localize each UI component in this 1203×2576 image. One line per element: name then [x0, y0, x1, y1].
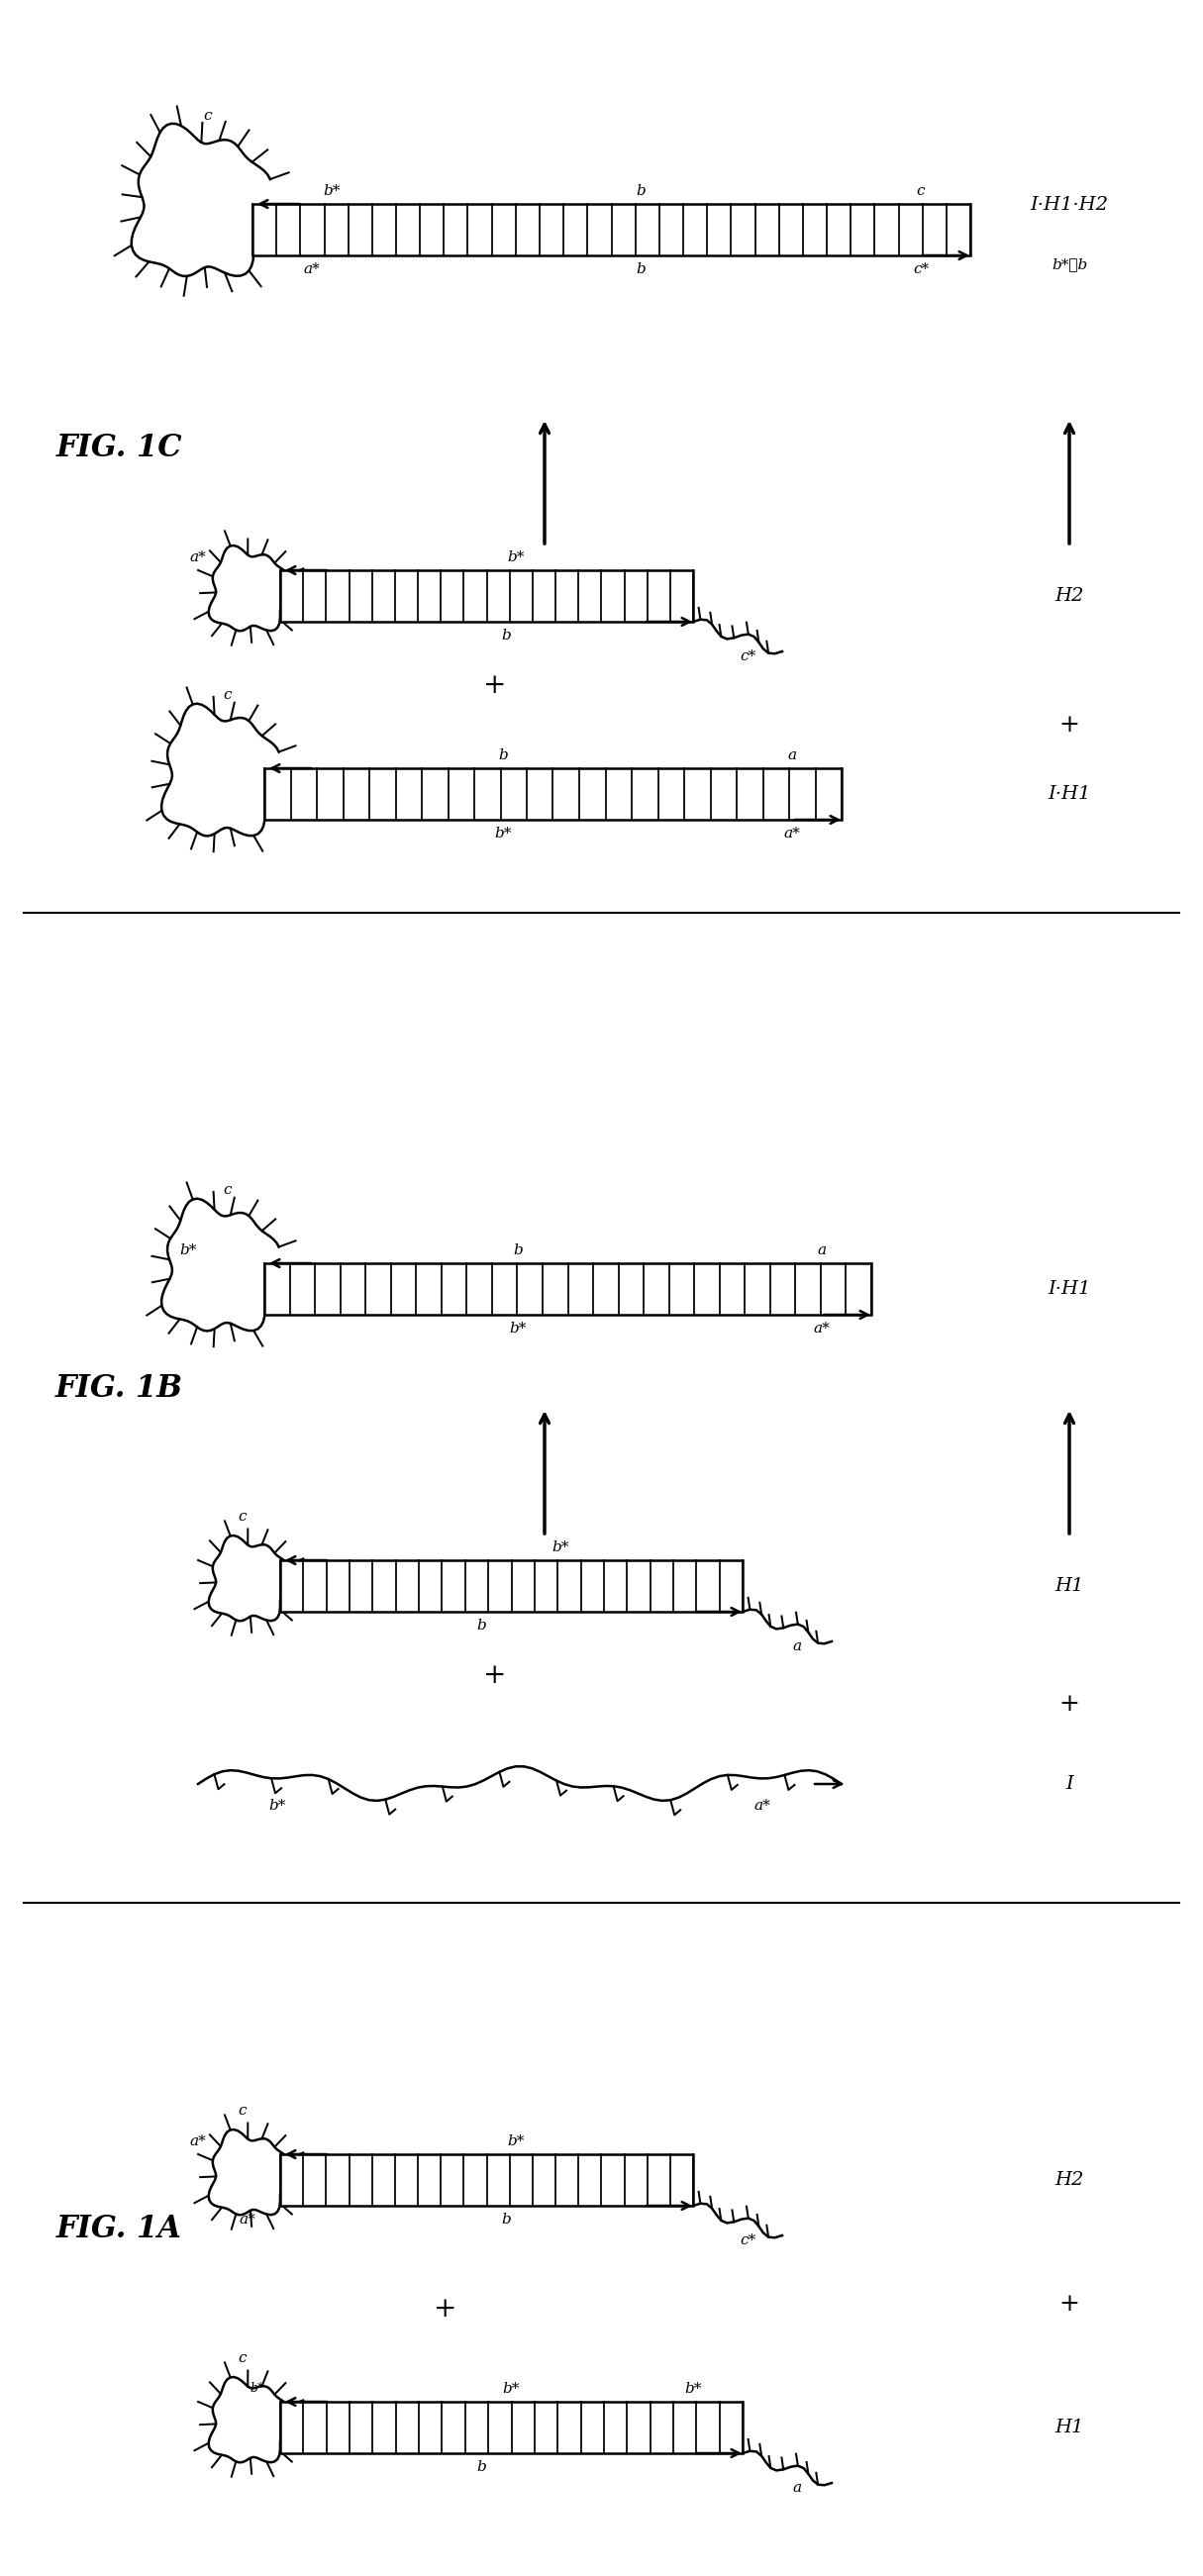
- Text: b: b: [476, 2460, 486, 2473]
- Text: +: +: [484, 1662, 506, 1687]
- Text: c: c: [238, 2105, 247, 2117]
- Text: b*: b*: [510, 1321, 527, 1334]
- Text: c: c: [238, 2352, 247, 2365]
- Text: b*: b*: [324, 183, 340, 198]
- Text: H2: H2: [1055, 2172, 1084, 2190]
- Text: c: c: [203, 108, 212, 124]
- Text: b: b: [636, 263, 646, 276]
- Text: a*: a*: [303, 263, 320, 276]
- Text: b*: b*: [503, 2383, 520, 2396]
- Text: a*: a*: [239, 2213, 256, 2226]
- Text: H1: H1: [1055, 2419, 1084, 2437]
- Text: a: a: [793, 2481, 801, 2494]
- Bar: [280, 1561, 742, 1613]
- Text: b*: b*: [685, 2383, 701, 2396]
- Text: c: c: [917, 183, 925, 198]
- Bar: [280, 569, 693, 621]
- Text: I: I: [1066, 1775, 1073, 1793]
- Text: I·H1: I·H1: [1048, 1280, 1091, 1298]
- Bar: [265, 768, 842, 819]
- Text: H1: H1: [1055, 1577, 1084, 1595]
- Text: b: b: [636, 183, 646, 198]
- Text: I·H1: I·H1: [1048, 786, 1091, 804]
- Text: b*: b*: [268, 1798, 286, 1814]
- Text: FIG. 1B: FIG. 1B: [55, 1373, 183, 1404]
- Text: H2: H2: [1055, 587, 1084, 605]
- Text: FIG. 1C: FIG. 1C: [55, 433, 182, 464]
- Text: b*: b*: [179, 1244, 197, 1257]
- Text: +: +: [1059, 2293, 1079, 2316]
- Text: b*: b*: [508, 2136, 525, 2148]
- Text: b: b: [476, 1618, 486, 1633]
- Text: b*: b*: [508, 551, 525, 564]
- Bar: [280, 2154, 693, 2205]
- Bar: [280, 2401, 742, 2452]
- Text: +: +: [484, 672, 506, 698]
- Text: b*∷b: b*∷b: [1051, 258, 1088, 270]
- Text: a*: a*: [813, 1321, 830, 1334]
- Text: a*: a*: [190, 551, 207, 564]
- Text: c*: c*: [740, 2233, 755, 2246]
- Text: b*: b*: [494, 827, 512, 840]
- Text: b*: b*: [552, 1540, 569, 1553]
- Text: I·H1·H2: I·H1·H2: [1030, 196, 1108, 214]
- Bar: [253, 204, 971, 255]
- Text: c: c: [238, 1510, 247, 1522]
- Bar: [265, 1262, 871, 1314]
- Text: c: c: [224, 1182, 232, 1198]
- Text: a*: a*: [784, 827, 800, 840]
- Text: a: a: [788, 750, 796, 762]
- Text: a*: a*: [754, 1798, 771, 1814]
- Text: b*: b*: [250, 2383, 265, 2396]
- Text: +: +: [434, 2295, 457, 2321]
- Text: +: +: [1059, 714, 1079, 737]
- Text: c: c: [224, 688, 232, 701]
- Text: b: b: [502, 2213, 511, 2226]
- Text: a*: a*: [190, 2136, 207, 2148]
- Text: FIG. 1A: FIG. 1A: [57, 2215, 182, 2244]
- Text: b: b: [499, 750, 509, 762]
- Text: b: b: [502, 629, 511, 641]
- Text: a: a: [793, 1638, 801, 1654]
- Text: +: +: [1059, 1692, 1079, 1716]
- Text: a: a: [817, 1244, 826, 1257]
- Text: c*: c*: [913, 263, 929, 276]
- Text: c*: c*: [740, 649, 755, 662]
- Text: b: b: [514, 1244, 523, 1257]
